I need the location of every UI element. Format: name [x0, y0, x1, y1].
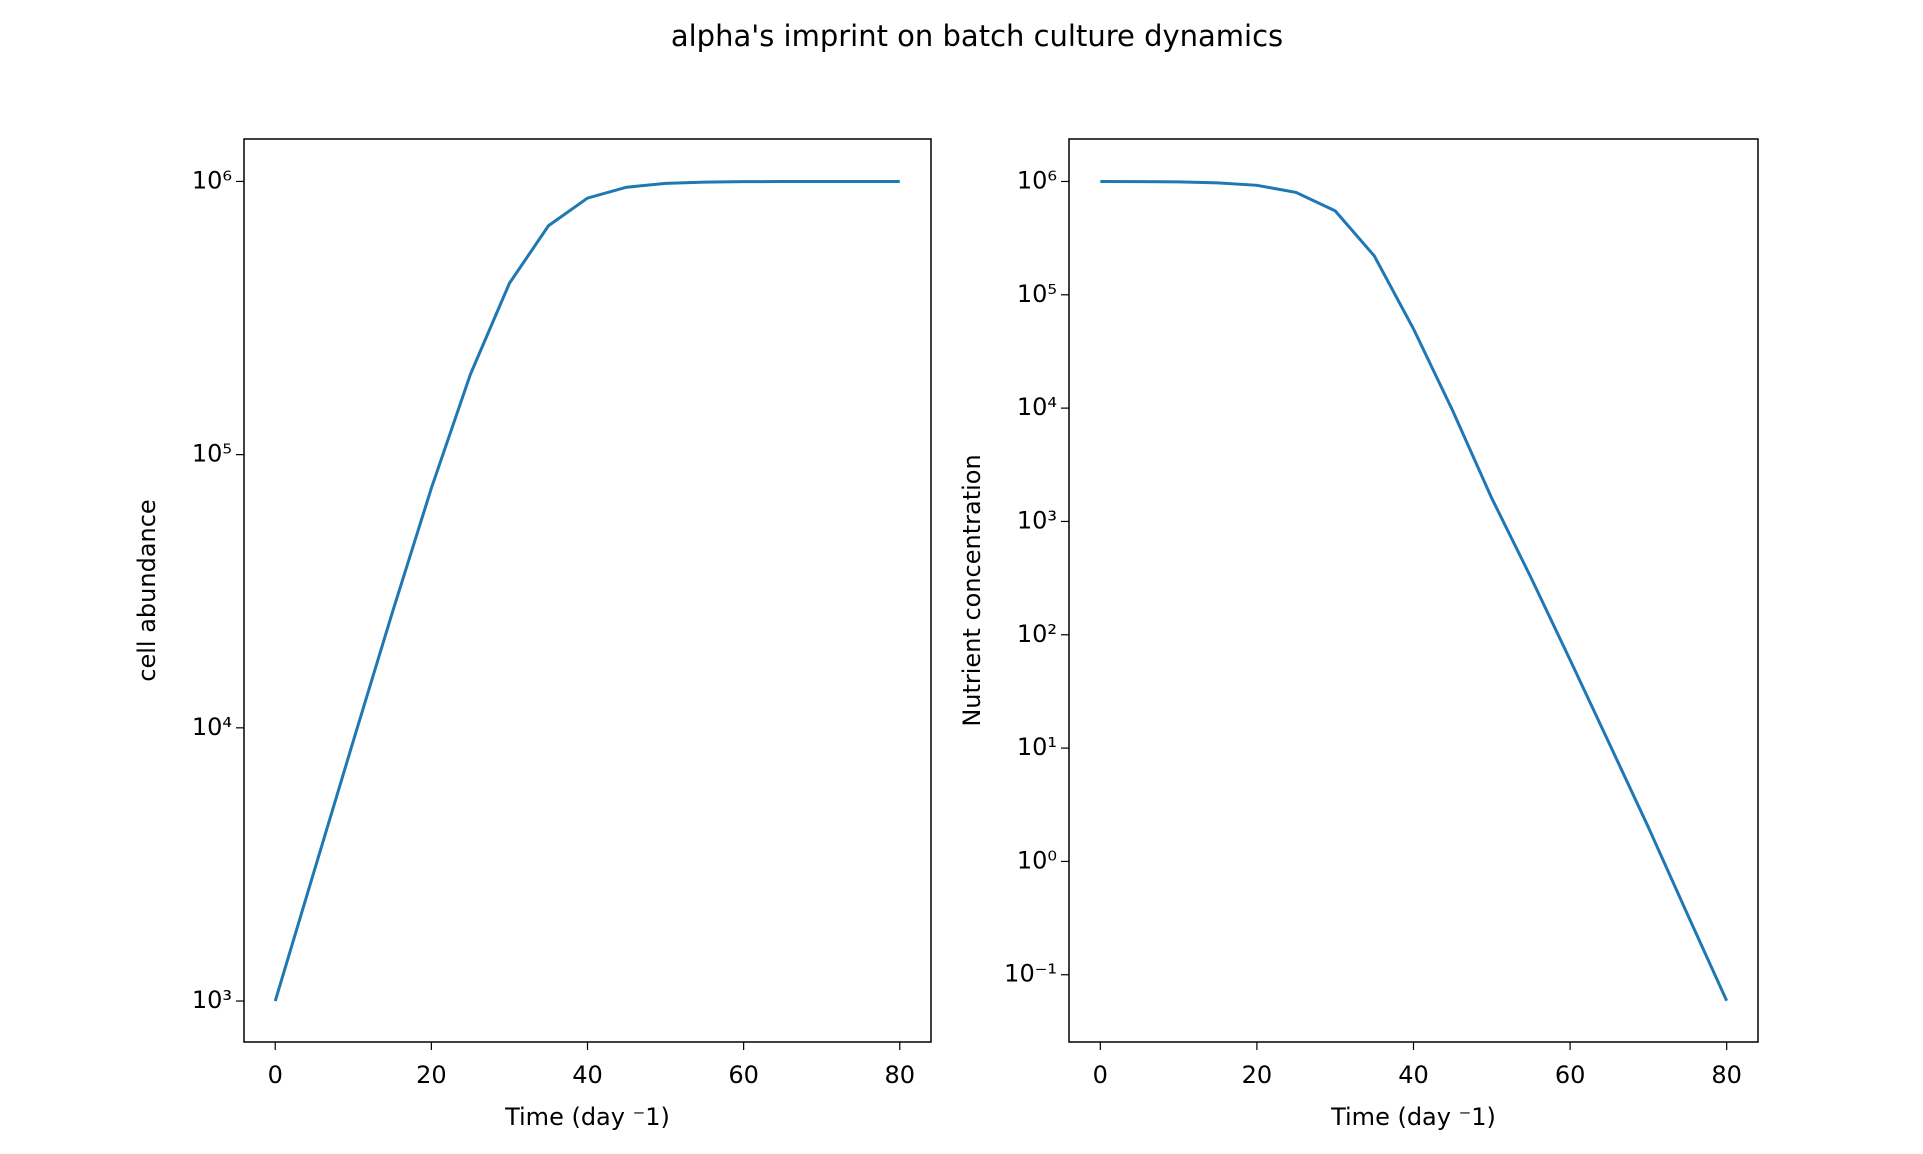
data-line [273, 179, 900, 1002]
x-tick-label: 40 [572, 1061, 603, 1089]
figure-title: alpha's imprint on batch culture dynamic… [671, 19, 1283, 53]
y-tick-label: 10⁻¹ [1004, 960, 1057, 988]
y-tick-label: 10³ [1017, 506, 1057, 534]
x-tick-label: 40 [1398, 1061, 1429, 1089]
y-axis-label: Nutrient concentration [958, 454, 986, 726]
y-tick-label: 10³ [192, 986, 232, 1014]
x-tick-label: 0 [1093, 1061, 1108, 1089]
x-tick-label: 60 [728, 1061, 759, 1089]
x-tick-label: 20 [416, 1061, 447, 1089]
y-tick-label: 10⁴ [192, 713, 232, 741]
y-tick-label: 10⁴ [1017, 393, 1057, 421]
x-tick-label: 60 [1555, 1061, 1586, 1089]
axes-frame [243, 138, 932, 1043]
x-tick-label: 0 [268, 1061, 283, 1089]
y-tick-label: 10⁰ [1017, 846, 1057, 874]
y-tick-label: 10¹ [1017, 733, 1057, 761]
y-tick-label: 10⁶ [192, 166, 232, 194]
y-tick-label: 10² [1017, 620, 1057, 648]
x-tick-label: 20 [1242, 1061, 1273, 1089]
y-tick-label: 10⁵ [192, 440, 232, 468]
axes-frame [1068, 138, 1759, 1043]
y-axis-label: cell abundance [133, 499, 161, 681]
x-axis-label: Time (day ⁻1) [1330, 1103, 1496, 1131]
x-axis-label: Time (day ⁻1) [504, 1103, 670, 1131]
data-line [1100, 179, 1729, 1002]
y-tick-label: 10⁶ [1017, 166, 1057, 194]
x-tick-label: 80 [1711, 1061, 1742, 1089]
x-tick-label: 80 [884, 1061, 915, 1089]
y-tick-label: 10⁵ [1017, 280, 1057, 308]
